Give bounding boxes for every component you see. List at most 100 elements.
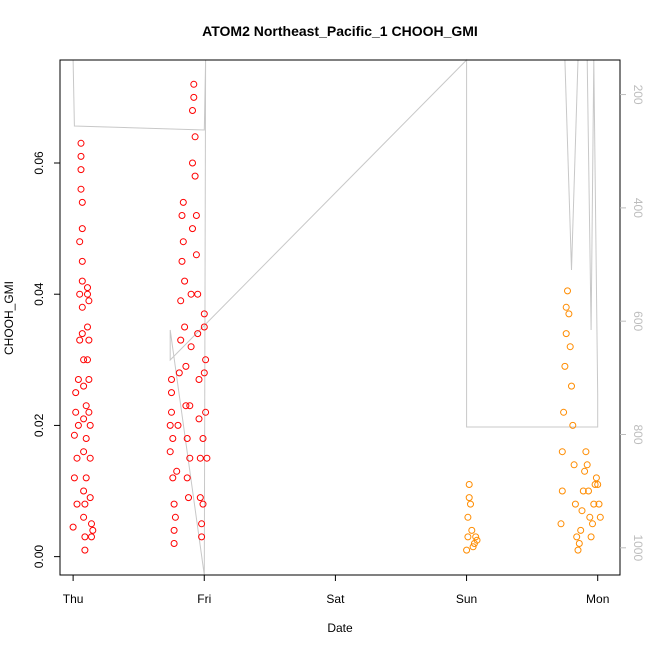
y-tick-label: 0.02 — [32, 413, 46, 437]
data-point — [86, 454, 94, 462]
data-point — [168, 376, 175, 383]
data-point — [70, 431, 78, 439]
x-tick-label: Sat — [326, 592, 345, 606]
data-point — [77, 185, 85, 193]
y2-tick-label: 400 — [631, 198, 645, 218]
x-axis: Thu Fri Sat Sun Mon — [63, 575, 609, 606]
data-point — [589, 520, 596, 528]
data-point — [168, 408, 175, 416]
data-point — [82, 474, 90, 482]
data-point — [573, 533, 581, 541]
data-point — [182, 362, 190, 370]
data-point — [76, 336, 84, 344]
data-point — [73, 500, 81, 508]
y2-axis: 200 400 600 800 1000 — [620, 85, 645, 561]
data-point — [202, 356, 210, 364]
data-point — [85, 297, 93, 305]
data-point — [73, 454, 81, 462]
data-point — [564, 287, 571, 295]
data-point — [74, 376, 82, 383]
data-point — [168, 389, 175, 397]
data-point — [465, 494, 473, 502]
data-point — [190, 93, 198, 101]
data-point — [464, 533, 472, 541]
data-point — [78, 277, 86, 285]
data-point — [472, 533, 480, 541]
data-point — [187, 343, 195, 351]
data-point — [82, 402, 90, 410]
data-point — [199, 500, 207, 508]
chart-title: ATOM2 Northeast_Pacific_1 CHOOH_GMI — [202, 23, 478, 39]
data-point — [189, 225, 196, 233]
data-point — [82, 435, 90, 442]
data-point — [186, 402, 194, 410]
data-point — [592, 474, 600, 482]
data-point — [78, 257, 86, 265]
data-point — [194, 330, 202, 338]
data-point — [170, 526, 178, 534]
data-point — [558, 448, 566, 456]
data-point — [78, 330, 86, 338]
data-point — [179, 238, 187, 246]
data-point — [85, 336, 93, 344]
data-point — [77, 152, 85, 160]
data-point — [562, 303, 570, 311]
data-point — [463, 546, 471, 554]
data-point — [189, 107, 196, 114]
data-point — [70, 474, 78, 482]
data-point — [196, 494, 204, 502]
data-point — [200, 369, 208, 377]
data-point — [581, 467, 589, 475]
data-point — [171, 513, 179, 521]
data-point — [80, 487, 88, 495]
data-point — [182, 402, 190, 410]
data-point — [190, 80, 198, 88]
data-point — [89, 526, 97, 534]
x-tick-label: Fri — [197, 592, 211, 606]
data-point — [80, 382, 88, 390]
y2-tick-label: 1000 — [631, 534, 645, 561]
data-point — [84, 290, 91, 298]
data-point — [203, 454, 211, 462]
data-point — [591, 481, 599, 488]
data-point — [189, 159, 196, 167]
data-point — [574, 546, 582, 554]
data-point — [575, 540, 583, 547]
data-point — [194, 290, 202, 298]
data-point — [81, 533, 89, 541]
data-point — [187, 290, 195, 298]
data-point — [78, 225, 86, 233]
data-point — [198, 520, 206, 528]
data-point — [169, 435, 177, 442]
data-point — [77, 166, 85, 174]
plot-frame — [59, 59, 621, 576]
data-point — [185, 494, 192, 502]
data-point — [464, 513, 472, 521]
y-axis: 0.00 0.02 0.04 0.06 — [32, 151, 60, 568]
data-point — [179, 198, 187, 206]
data-point — [183, 435, 191, 442]
data-point — [177, 297, 185, 305]
data-point — [560, 408, 568, 416]
data-point — [577, 526, 585, 534]
data-point — [178, 212, 186, 219]
data-point — [191, 133, 199, 141]
x-tick-label: Mon — [586, 592, 609, 606]
data-point — [181, 277, 189, 285]
data-point — [579, 487, 587, 495]
data-point — [81, 546, 89, 554]
data-point — [568, 382, 575, 390]
data-point — [467, 500, 474, 508]
x-tick-label: Sun — [456, 592, 477, 606]
series-0 — [69, 80, 211, 554]
data-point — [84, 284, 91, 292]
data-point — [84, 323, 91, 331]
y2-tick-label: 600 — [631, 311, 645, 331]
y-tick-label: 0.04 — [32, 282, 46, 306]
data-point — [200, 310, 208, 318]
data-point — [78, 198, 86, 206]
x-axis-label: Date — [327, 621, 353, 635]
